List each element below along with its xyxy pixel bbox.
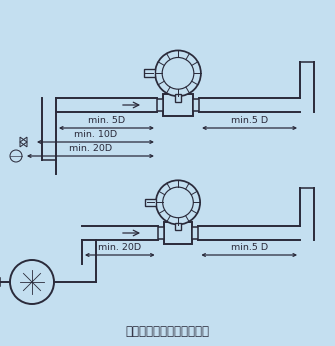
Text: min.5 D: min.5 D [230, 243, 268, 252]
Bar [192, 227, 198, 239]
Text: min.5 D: min.5 D [231, 116, 268, 125]
Text: 弯管、阀门和泵之间的安装: 弯管、阀门和泵之间的安装 [125, 325, 209, 338]
Bar [175, 223, 181, 230]
Text: min. 10D: min. 10D [74, 130, 117, 139]
Bar [163, 93, 193, 117]
Bar [157, 99, 163, 111]
Text: min. 20D: min. 20D [69, 144, 112, 153]
Bar [157, 227, 163, 239]
Circle shape [156, 180, 200, 225]
Bar [163, 222, 192, 244]
Bar [145, 199, 156, 206]
Text: min. 20D: min. 20D [98, 243, 141, 252]
Bar [144, 69, 155, 77]
Bar [193, 99, 199, 111]
Bar [175, 94, 181, 102]
Circle shape [10, 260, 54, 304]
Circle shape [155, 51, 201, 96]
Text: min. 5D: min. 5D [88, 116, 125, 125]
Circle shape [10, 150, 22, 162]
